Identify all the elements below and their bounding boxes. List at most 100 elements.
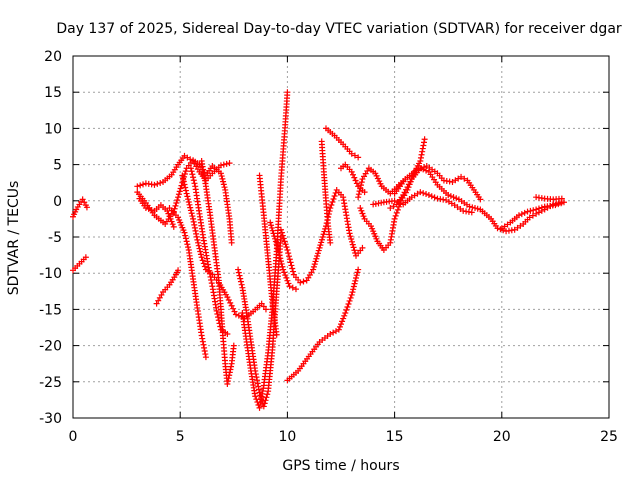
data-point: [558, 195, 565, 202]
data-point: [201, 347, 208, 354]
chart-title: Day 137 of 2025, Sidereal Day-to-day VTE…: [56, 21, 622, 37]
data-point: [332, 189, 339, 196]
data-point: [331, 192, 338, 199]
data-point: [284, 277, 291, 284]
data-point: [225, 375, 232, 382]
data-point: [166, 213, 173, 220]
data-point: [184, 241, 191, 248]
data-point: [350, 286, 357, 293]
y-axis-label: SDTVAR / TECUs: [6, 181, 22, 296]
data-point: [175, 194, 182, 201]
series-15: [284, 266, 362, 384]
data-point: [273, 331, 280, 338]
data-point: [83, 204, 90, 211]
data-point: [177, 185, 184, 192]
data-point: [273, 241, 280, 248]
data-point: [230, 342, 237, 349]
data-point: [226, 369, 233, 376]
data-point: [515, 212, 522, 219]
data-point: [227, 366, 234, 373]
data-point: [361, 189, 368, 196]
data-point: [358, 207, 365, 214]
data-point: [351, 247, 358, 254]
data-point: [175, 191, 182, 198]
data-point: [275, 249, 282, 256]
data-point: [342, 310, 349, 317]
y-tick-label: -30: [39, 411, 62, 427]
data-point: [262, 306, 269, 313]
data-point: [417, 165, 424, 172]
series-7: [179, 172, 269, 322]
data-point: [272, 238, 279, 245]
data-point: [330, 329, 337, 336]
data-point: [277, 258, 284, 265]
data-point: [148, 206, 155, 213]
series-17: [322, 125, 362, 161]
series-19: [355, 165, 409, 201]
y-tick-label: 20: [44, 49, 62, 65]
series-26: [153, 267, 182, 307]
data-point: [201, 263, 208, 270]
data-point: [191, 221, 198, 228]
data-point: [187, 204, 194, 211]
data-point: [262, 397, 269, 404]
data-point: [469, 204, 476, 211]
data-point: [526, 214, 533, 221]
data-point: [182, 187, 189, 194]
data-point: [524, 208, 531, 215]
data-point: [377, 180, 384, 187]
data-point: [208, 280, 215, 287]
y-tick-label: 5: [53, 158, 62, 174]
data-point: [348, 150, 355, 157]
data-point: [530, 207, 537, 214]
data-point: [284, 89, 291, 96]
data-point: [199, 335, 206, 342]
data-point: [339, 318, 346, 325]
data-point: [270, 230, 277, 237]
y-tick-label: 10: [44, 121, 62, 137]
data-point: [180, 175, 187, 182]
data-point: [387, 205, 394, 212]
data-point: [521, 209, 528, 216]
data-point: [289, 265, 296, 272]
data-point: [353, 275, 360, 282]
data-point: [417, 154, 424, 161]
data-point: [280, 235, 287, 242]
data-point: [182, 184, 189, 191]
y-tick-label: 15: [44, 85, 62, 101]
data-point: [268, 224, 275, 231]
data-point: [184, 193, 191, 200]
series-25: [533, 194, 565, 203]
data-point: [349, 289, 356, 296]
data-point: [354, 269, 361, 276]
x-tick-label: 25: [600, 429, 618, 445]
data-point: [374, 175, 381, 182]
data-point: [288, 262, 295, 269]
data-point: [318, 239, 325, 246]
data-point: [315, 247, 322, 254]
data-point: [319, 234, 326, 240]
data-point: [417, 189, 424, 196]
data-point: [190, 215, 197, 222]
data-point: [474, 205, 481, 212]
data-point: [310, 266, 317, 273]
data-point: [392, 212, 399, 219]
data-point: [231, 308, 238, 315]
data-point: [393, 209, 400, 216]
data-point: [200, 260, 207, 267]
data-point: [351, 174, 358, 181]
data-point: [225, 296, 232, 303]
y-tick-label: -10: [39, 266, 62, 282]
data-point: [145, 206, 152, 213]
data-point: [201, 344, 208, 351]
data-point: [421, 136, 428, 143]
data-point: [187, 207, 194, 214]
data-point: [278, 229, 285, 236]
data-point: [555, 201, 562, 208]
data-point: [213, 307, 220, 314]
data-point: [193, 233, 200, 240]
data-point: [312, 258, 319, 265]
data-point: [271, 233, 278, 240]
series-8: [187, 165, 231, 338]
data-point: [134, 183, 141, 190]
